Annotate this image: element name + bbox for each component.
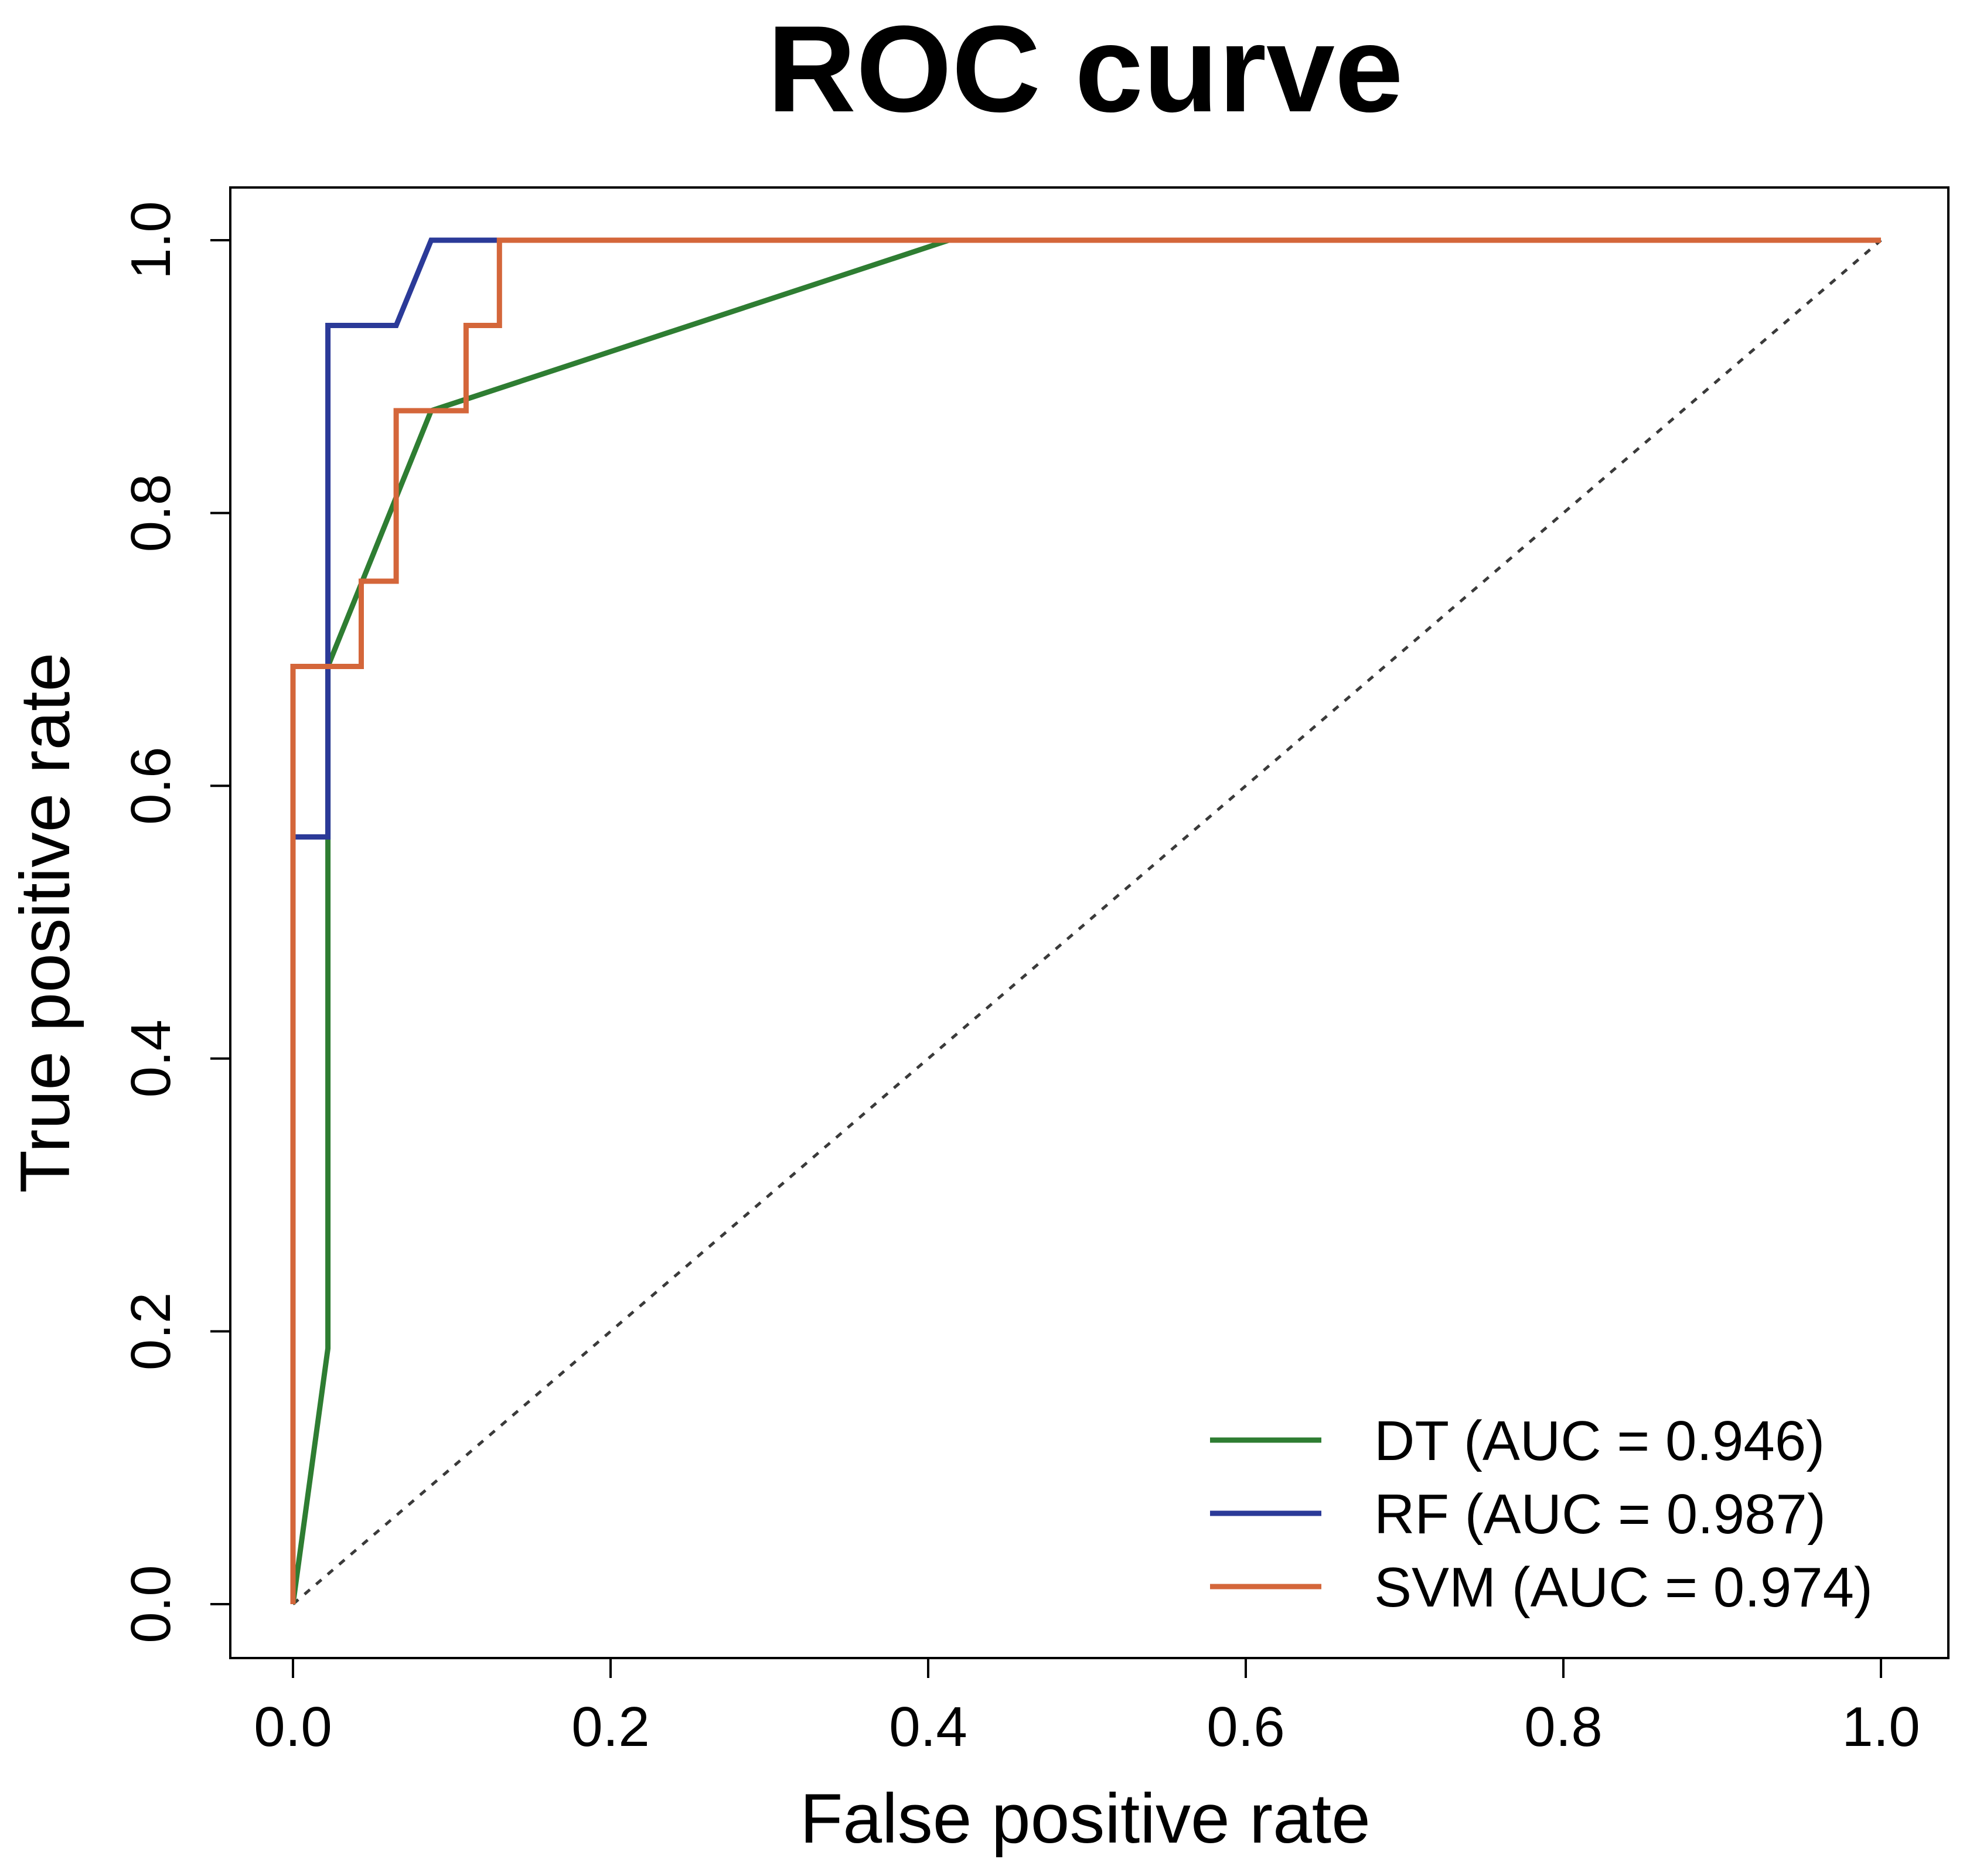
x-tick-label: 0.4 (889, 1696, 967, 1758)
chart-title: ROC curve (767, 0, 1403, 138)
x-axis-label: False positive rate (800, 1779, 1371, 1858)
x-tick-label: 0.6 (1207, 1696, 1284, 1758)
y-tick-label: 0.8 (120, 474, 182, 552)
roc-line-svm (290, 237, 1881, 1604)
roc-line-dt (290, 237, 1881, 1605)
roc-line-rf (290, 237, 1881, 1604)
y-axis: 0.0 0.2 0.4 0.6 0.8 1.0 (120, 201, 230, 1643)
y-tick-label: 0.0 (120, 1565, 182, 1643)
legend: DT (AUC = 0.946) RF (AUC = 0.987) SVM (AUC… (1210, 1410, 1873, 1619)
x-tick-label: 0.8 (1524, 1696, 1602, 1758)
chance-diagonal-line (292, 239, 1882, 1605)
x-tick-label: 0.0 (254, 1696, 332, 1758)
y-tick-label: 1.0 (120, 201, 182, 279)
y-axis-label: True positive rate (6, 653, 84, 1193)
y-tick-label: 0.2 (120, 1292, 182, 1370)
x-tick-label: 0.2 (571, 1696, 649, 1758)
y-tick-label: 0.4 (120, 1019, 182, 1097)
x-tick-label: 1.0 (1842, 1696, 1920, 1758)
y-tick-label: 0.6 (120, 746, 182, 824)
legend-label-svm: SVM (AUC = 0.974) (1374, 1556, 1873, 1619)
plot-frame (229, 186, 1950, 1659)
legend-label-rf: RF (AUC = 0.987) (1374, 1483, 1826, 1546)
legend-label-dt: DT (AUC = 0.946) (1374, 1410, 1825, 1472)
plot-area (290, 237, 1882, 1605)
x-axis: 0.0 0.2 0.4 0.6 0.8 1.0 (254, 1658, 1920, 1758)
